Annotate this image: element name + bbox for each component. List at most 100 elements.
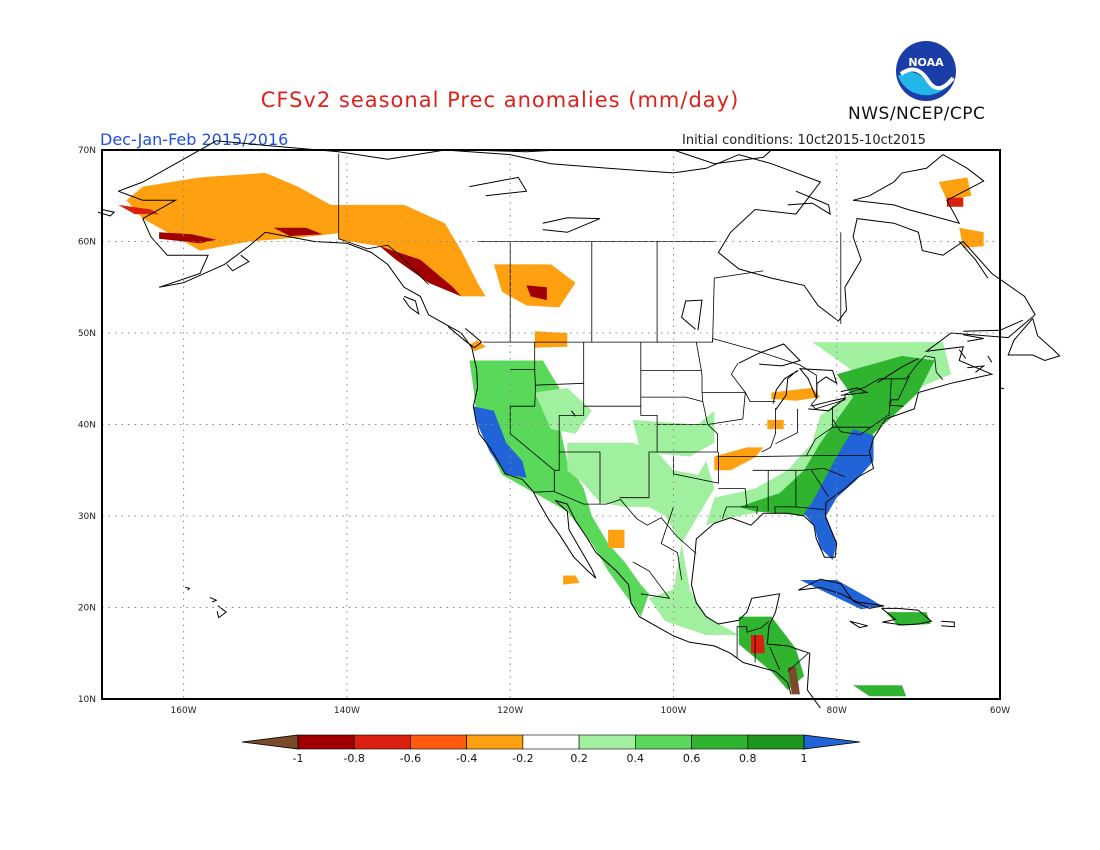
anomaly-patch <box>273 227 323 236</box>
colorbar-arrow-high <box>803 734 861 750</box>
coastline <box>787 190 831 216</box>
lat-label: 20N <box>78 604 96 614</box>
colorbar-box <box>578 734 636 750</box>
anomaly-patch <box>608 529 625 548</box>
political-boundary <box>795 506 825 510</box>
coastline <box>185 586 191 591</box>
anomaly-patch <box>526 285 547 301</box>
coastline <box>877 358 919 383</box>
coastline <box>681 299 703 331</box>
political-boundary <box>774 470 797 514</box>
coastline <box>216 605 227 619</box>
coastline <box>673 149 772 165</box>
political-boundary <box>640 396 703 402</box>
colorbar-box <box>297 734 355 750</box>
graticule <box>102 150 1000 699</box>
coastline <box>849 620 868 629</box>
colorbar-tick-label: -1 <box>293 752 304 765</box>
coastline <box>97 209 116 217</box>
coastline <box>118 190 792 695</box>
lon-label: 160W <box>171 706 197 716</box>
initial-conditions-label: Initial conditions: 10ct2015-10ct2015 <box>682 133 926 148</box>
organization-label: NWS/NCEP/CPC <box>848 104 986 124</box>
colorbar-tick-label: 0.6 <box>683 752 701 765</box>
anomaly-patch <box>632 410 715 457</box>
political-boundary <box>787 653 809 672</box>
lon-label: 60W <box>990 706 1010 716</box>
anomaly-patch <box>563 575 580 585</box>
political-boundary <box>509 342 555 492</box>
anomaly-patch <box>118 204 160 215</box>
colorbar-box <box>691 734 749 750</box>
anomaly-patch <box>714 447 764 471</box>
lat-label: 30N <box>78 512 96 522</box>
political-boundary <box>889 375 910 407</box>
political-boundary <box>769 646 780 670</box>
colorbar: -1 -0.8 -0.6 -0.4 -0.2 0.2 0.4 0.6 0.8 1 <box>241 734 861 765</box>
lon-label: 120W <box>497 706 523 716</box>
political-boundary <box>483 337 944 410</box>
coastline <box>798 368 838 399</box>
chart-title: CFSv2 seasonal Prec anomalies (mm/day) <box>260 88 740 112</box>
political-boundary <box>742 506 758 515</box>
colorbar-tick-label: 0.2 <box>570 752 588 765</box>
lat-label: 50N <box>78 329 96 339</box>
lat-label: 60N <box>78 238 96 248</box>
colorbar-box <box>747 734 805 750</box>
political-boundary <box>712 270 764 343</box>
colorbar-tick-label: 0.4 <box>627 752 645 765</box>
colorbar-box <box>410 734 467 750</box>
colorbar-box <box>466 734 524 750</box>
lon-label: 80W <box>827 706 847 716</box>
colorbar-tick-label: -0.2 <box>512 752 533 765</box>
anomaly-patch <box>567 442 739 635</box>
coastline <box>772 370 799 411</box>
colorbar-arrow-low <box>241 734 299 750</box>
colorbar-box <box>634 734 692 750</box>
anomaly-patch <box>946 197 964 207</box>
anomaly-patch <box>771 387 821 401</box>
anomaly-patch <box>534 331 568 348</box>
coastline <box>958 349 967 359</box>
anomaly-patch <box>379 246 462 297</box>
anomaly-patch <box>938 177 972 201</box>
coastline <box>798 578 885 609</box>
anomaly-fills <box>118 172 984 697</box>
anomaly-patch <box>787 667 800 695</box>
political-boundary <box>775 408 798 445</box>
colorbar-box <box>353 734 411 750</box>
anomaly-patch <box>885 612 931 626</box>
lon-label: 100W <box>660 706 686 716</box>
coastline <box>447 326 483 349</box>
anomaly-patch <box>159 232 217 244</box>
coastline <box>987 355 993 363</box>
anomaly-patch <box>126 172 347 251</box>
colorbar-tick-label: -0.8 <box>343 752 364 765</box>
coastline <box>469 176 528 197</box>
coastline <box>402 295 420 316</box>
colorbar-box <box>522 734 580 750</box>
political-boundary <box>632 561 671 599</box>
colorbar-tick-label: -0.6 <box>400 752 421 765</box>
coastline <box>542 217 601 233</box>
colorbar-tick-label: 1 <box>801 752 808 765</box>
coastline <box>738 343 801 367</box>
political-boundary <box>338 238 429 285</box>
coastline <box>808 397 846 412</box>
political-boundary <box>736 620 770 658</box>
anomaly-patch <box>322 204 486 297</box>
coastline <box>963 319 1024 332</box>
lon-label: 140W <box>334 706 360 716</box>
political-boundary <box>730 362 776 403</box>
coastline <box>840 387 869 396</box>
political-boundary <box>761 408 776 453</box>
political-boundary <box>534 382 584 386</box>
political-boundary <box>660 506 682 581</box>
anomaly-patch <box>534 387 592 434</box>
anomaly-patch <box>469 360 649 617</box>
colorbar-tick-label: -0.4 <box>456 752 477 765</box>
lat-label: 40N <box>78 421 96 431</box>
coastline <box>941 620 955 628</box>
map-frame <box>101 149 1001 700</box>
